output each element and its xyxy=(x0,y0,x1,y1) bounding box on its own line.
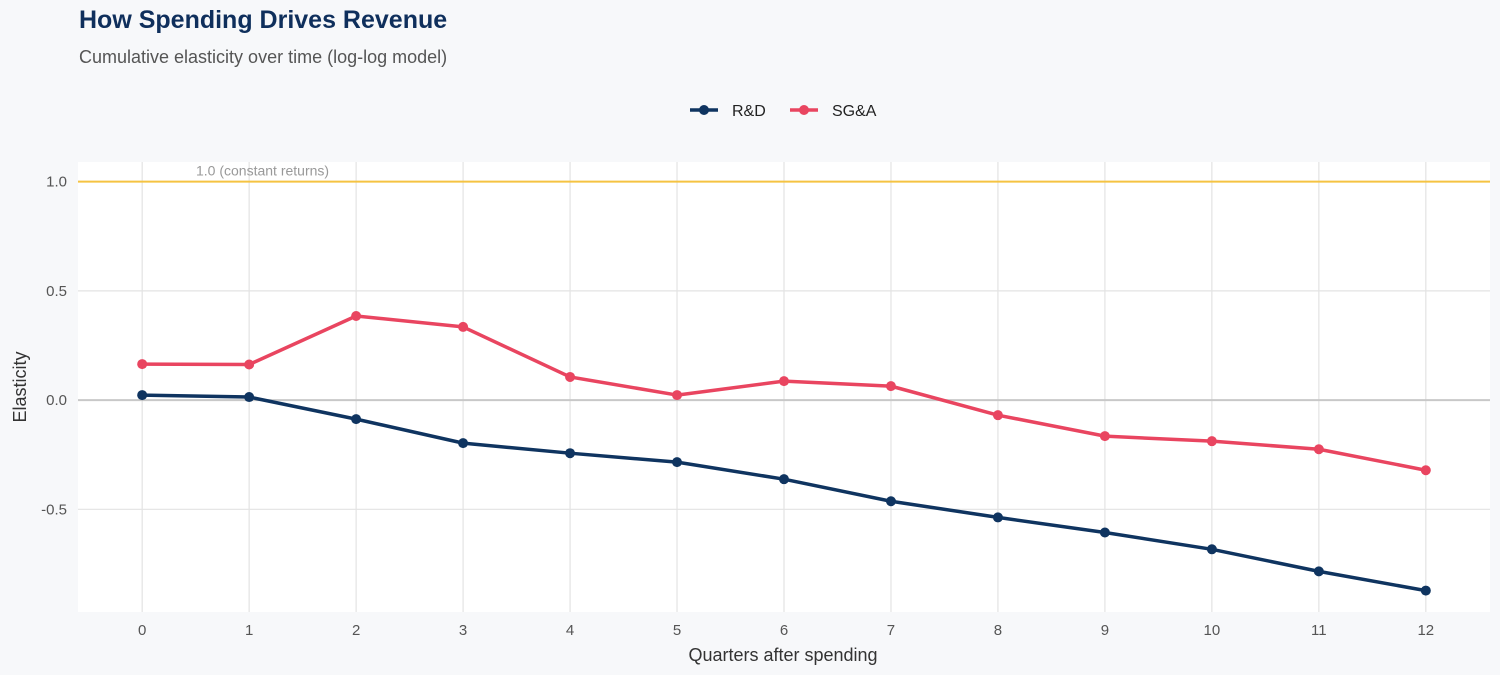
data-point xyxy=(1420,465,1431,476)
data-point xyxy=(1420,585,1431,596)
data-point xyxy=(779,474,789,485)
data-point xyxy=(137,390,148,401)
x-tick-label: 4 xyxy=(566,622,574,639)
x-axis-label: Quarters after spending xyxy=(688,645,877,665)
data-point xyxy=(885,496,896,507)
data-point xyxy=(244,392,255,403)
x-tick-label: 12 xyxy=(1417,622,1434,639)
x-tick-label: 6 xyxy=(780,622,788,639)
chart-subtitle: Cumulative elasticity over time (log-log… xyxy=(79,47,448,67)
series-rd xyxy=(137,390,1431,596)
data-point xyxy=(672,390,683,401)
x-tick-label: 2 xyxy=(352,622,360,639)
y-axis-label: Elasticity xyxy=(10,351,30,422)
legend-label: R&D xyxy=(732,103,766,120)
x-tick-label: 3 xyxy=(459,622,467,639)
data-point xyxy=(351,311,362,322)
data-point xyxy=(672,457,683,468)
y-tick-label: -0.5 xyxy=(41,501,67,518)
reference-line-label: 1.0 (constant returns) xyxy=(196,163,329,179)
x-tick-label: 7 xyxy=(887,622,895,639)
legend-item: SG&A xyxy=(790,103,877,120)
x-tick-label: 11 xyxy=(1311,622,1327,639)
x-tick-label: 10 xyxy=(1204,622,1221,639)
y-tick-label: 1.0 xyxy=(46,174,67,191)
y-tick-label: 0.5 xyxy=(46,283,67,300)
data-point xyxy=(458,438,469,449)
x-tick-label: 5 xyxy=(673,622,681,639)
data-point xyxy=(1313,566,1324,577)
data-point xyxy=(992,512,1003,523)
x-tick-label: 9 xyxy=(1101,622,1109,639)
data-point xyxy=(1313,444,1324,455)
x-tick-label: 0 xyxy=(138,622,146,639)
data-point xyxy=(992,410,1003,421)
y-tick-label: 0.0 xyxy=(46,392,67,409)
data-point xyxy=(565,448,576,459)
legend-marker xyxy=(799,105,809,115)
data-point xyxy=(244,359,255,370)
data-point xyxy=(779,376,789,387)
legend: R&D SG&A xyxy=(690,103,877,120)
x-tick-label: 8 xyxy=(994,622,1002,639)
data-point xyxy=(351,414,362,425)
chart-title: How Spending Drives Revenue xyxy=(79,6,448,34)
data-point xyxy=(1206,436,1217,447)
legend-item: R&D xyxy=(690,103,766,120)
data-point xyxy=(565,371,576,382)
data-point xyxy=(1206,544,1217,555)
data-point xyxy=(137,359,148,370)
legend-marker xyxy=(699,105,709,115)
data-point xyxy=(1099,431,1110,442)
data-point xyxy=(885,381,896,392)
data-point xyxy=(1099,527,1110,538)
x-tick-label: 1 xyxy=(245,622,253,639)
data-point xyxy=(458,321,469,332)
series-sga xyxy=(137,311,1431,476)
legend-label: SG&A xyxy=(832,103,877,120)
